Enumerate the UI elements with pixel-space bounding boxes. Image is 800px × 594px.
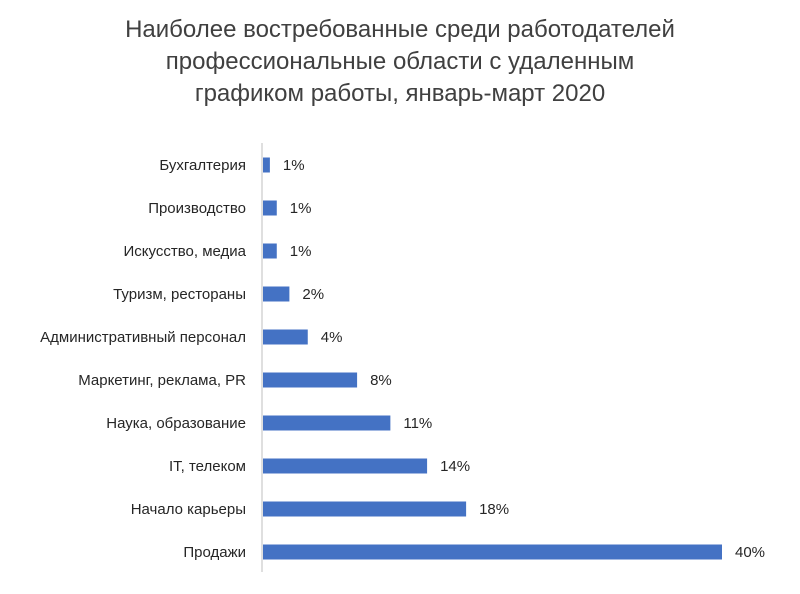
bar — [263, 458, 428, 474]
category-label: Продажи — [183, 544, 246, 561]
category-label: Маркетинг, реклама, PR — [78, 372, 246, 389]
data-label: 11% — [403, 415, 432, 432]
bar — [263, 286, 290, 302]
data-label: 8% — [370, 372, 392, 389]
category-label: IT, телеком — [169, 458, 246, 475]
category-label: Административный персонал — [40, 329, 246, 346]
category-label: Производство — [148, 200, 246, 217]
bar — [263, 329, 308, 345]
data-label: 14% — [440, 458, 470, 475]
bars-group: Бухгалтерия 1% Производство 1% Искусство, ме… — [40, 157, 765, 561]
data-label: 1% — [290, 200, 312, 217]
category-label: Туризм, рестораны — [113, 286, 246, 303]
bar — [263, 157, 270, 173]
data-label: 1% — [290, 243, 312, 260]
category-label: Начало карьеры — [131, 501, 246, 518]
bar — [263, 243, 277, 259]
bar — [263, 372, 358, 388]
chart-title: Наиболее востребованные среди работодате… — [125, 16, 675, 107]
category-label: Наука, образование — [106, 415, 246, 432]
bar — [263, 200, 277, 216]
bar — [263, 501, 467, 517]
data-label: 1% — [283, 157, 305, 174]
data-label: 40% — [735, 544, 765, 561]
data-label: 4% — [321, 329, 343, 346]
data-label: 18% — [479, 501, 509, 518]
bar — [263, 544, 722, 560]
bar — [263, 415, 391, 431]
category-label: Искусство, медиа — [124, 243, 247, 260]
data-label: 2% — [302, 286, 324, 303]
category-label: Бухгалтерия — [159, 157, 246, 174]
